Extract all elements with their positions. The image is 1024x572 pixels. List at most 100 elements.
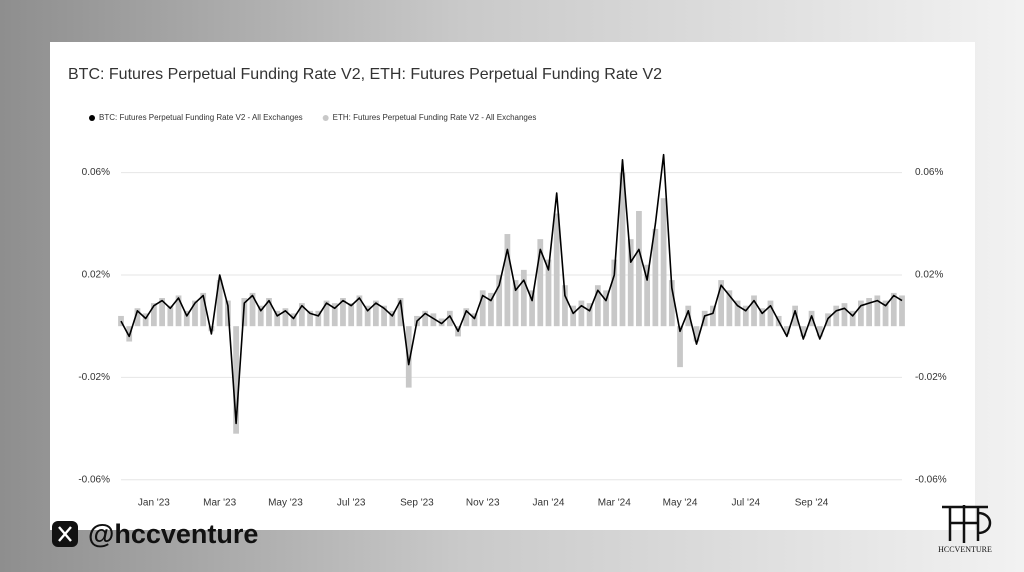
- bar: [652, 228, 659, 327]
- logo-text: HCCVENTURE: [938, 545, 992, 554]
- bar: [611, 259, 618, 327]
- bar: [307, 310, 313, 327]
- bar: [257, 305, 264, 327]
- bar: [471, 313, 478, 327]
- bar: [405, 326, 412, 388]
- bar: [331, 303, 338, 327]
- y2-tick-label: -0.06%: [915, 474, 947, 485]
- bar: [438, 318, 445, 327]
- bar: [882, 300, 889, 327]
- bar: [183, 310, 190, 327]
- line: [120, 153, 903, 425]
- y2-tick-label: -0.02%: [915, 372, 947, 383]
- bar: [233, 326, 239, 434]
- bar: [348, 303, 355, 327]
- x-tick-label: May '24: [663, 498, 698, 509]
- bar: [603, 290, 609, 327]
- bar: [816, 326, 823, 337]
- legend-marker: [89, 115, 95, 121]
- legend-marker: [322, 115, 329, 121]
- bar: [323, 300, 330, 327]
- bar: [841, 303, 848, 327]
- bar: [800, 326, 807, 337]
- bar: [890, 292, 897, 327]
- bar: [866, 298, 872, 327]
- x-logo-icon: [52, 521, 78, 547]
- bar: [619, 172, 626, 327]
- y2-tick-label: 0.02%: [915, 270, 943, 281]
- bar: [520, 269, 527, 327]
- bar: [151, 303, 157, 327]
- bar: [422, 310, 429, 327]
- bar: [282, 308, 289, 327]
- x-logo: [58, 526, 72, 542]
- bar: [381, 305, 387, 327]
- y-tick-label: 0.02%: [82, 270, 110, 281]
- bar: [594, 285, 601, 327]
- bar: [710, 305, 716, 327]
- bar: [849, 310, 856, 327]
- bar: [479, 290, 486, 327]
- chart-title: BTC: Futures Perpetual Funding Rate V2, …: [68, 66, 662, 83]
- bar: [389, 310, 396, 327]
- bar: [504, 234, 511, 327]
- brand-mark: HCCVENTURE: [938, 505, 992, 554]
- bar: [833, 305, 840, 327]
- bar: [134, 308, 141, 327]
- bar: [553, 213, 560, 327]
- x-tick-label: Nov '23: [466, 498, 500, 509]
- bar: [759, 308, 766, 327]
- bar: [356, 295, 363, 327]
- bar: [142, 313, 149, 327]
- bar: [578, 300, 585, 327]
- legend-label: ETH: Futures Perpetual Funding Rate V2 -…: [333, 113, 537, 122]
- bar: [118, 315, 124, 327]
- handle: @hccventure: [88, 519, 259, 549]
- bar: [784, 326, 790, 334]
- bar: [668, 280, 675, 327]
- bar: [249, 292, 256, 327]
- bar: [808, 310, 815, 327]
- brand-logo: HCCVENTURE: [930, 503, 1000, 555]
- bar: [734, 300, 741, 327]
- bar: [562, 285, 568, 327]
- y-tick-label: 0.06%: [82, 167, 110, 178]
- bar: [216, 280, 223, 327]
- bar: [693, 326, 700, 342]
- bar: [899, 295, 905, 327]
- bar: [858, 300, 864, 327]
- chart-card: [50, 42, 975, 530]
- bar: [636, 210, 642, 327]
- bar: [767, 300, 774, 327]
- x-tick-label: Sep '24: [795, 498, 829, 509]
- bar: [274, 310, 281, 327]
- bar: [529, 290, 535, 327]
- bar: [718, 280, 725, 327]
- bar: [397, 298, 404, 327]
- bar: [446, 310, 453, 327]
- bar: [266, 298, 272, 327]
- bar: [685, 305, 692, 327]
- bar: [315, 310, 322, 327]
- bar: [512, 280, 519, 327]
- bar: [586, 303, 593, 327]
- bar: [874, 295, 881, 327]
- y2-tick-label: 0.06%: [915, 167, 943, 178]
- bar: [200, 292, 207, 327]
- bar: [192, 300, 198, 327]
- bar: [364, 305, 371, 327]
- bar: [159, 298, 165, 327]
- bar: [290, 313, 297, 327]
- bar-series: [118, 172, 905, 434]
- bar: [372, 300, 379, 327]
- bar: [298, 303, 305, 327]
- legend-label: BTC: Futures Perpetual Funding Rate V2 -…: [99, 113, 303, 122]
- bar: [726, 290, 733, 327]
- bar: [463, 308, 470, 327]
- x-tick-label: Jul '23: [337, 498, 366, 509]
- bar: [175, 295, 182, 327]
- bar: [340, 298, 346, 327]
- bar: [677, 326, 683, 368]
- bar: [545, 259, 552, 327]
